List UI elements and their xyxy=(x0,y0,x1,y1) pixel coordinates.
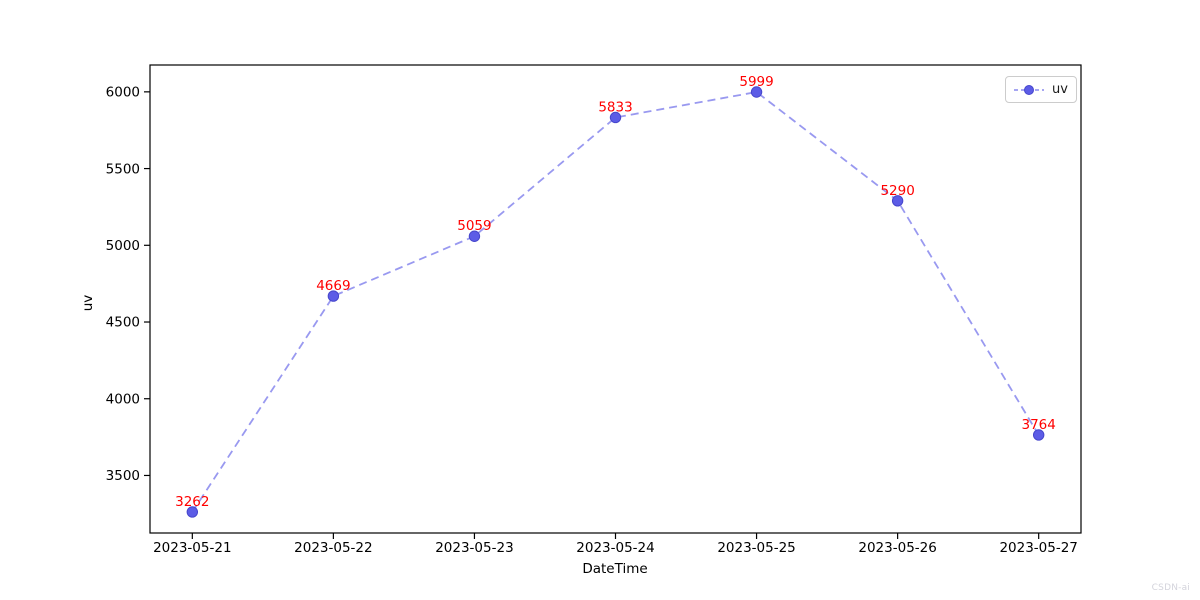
x-axis-label: DateTime xyxy=(582,561,648,577)
y-tick-label: 4000 xyxy=(106,391,140,407)
y-tick-label: 5500 xyxy=(106,161,140,177)
watermark: CSDN-ai xyxy=(1151,583,1190,593)
y-tick-label: 4500 xyxy=(106,315,140,331)
series-line-uv xyxy=(191,91,1040,513)
data-point-value-label: 5833 xyxy=(598,99,632,115)
legend-entry-uv: uv xyxy=(1052,82,1068,97)
legend-line-marker-icon xyxy=(1014,84,1044,95)
x-tick-label: 2023-05-22 xyxy=(294,540,372,556)
data-point-value-label: 5999 xyxy=(739,74,773,90)
data-point-value-label: 4669 xyxy=(316,278,350,294)
legend: uv xyxy=(1005,76,1077,103)
x-tick-label: 2023-05-23 xyxy=(435,540,513,556)
data-point-marker xyxy=(891,195,904,207)
data-point-marker xyxy=(1032,429,1045,441)
x-tick-label: 2023-05-27 xyxy=(999,540,1077,556)
y-tick-label: 5000 xyxy=(106,238,140,254)
data-point-value-label: 5059 xyxy=(457,218,491,234)
y-axis-label: uv xyxy=(80,294,96,312)
data-point-marker xyxy=(468,230,481,242)
data-point-marker xyxy=(609,111,622,124)
x-tick-label: 2023-05-21 xyxy=(153,540,231,556)
data-point-marker xyxy=(750,86,763,98)
plot-border xyxy=(149,64,1082,534)
y-tick-label: 3500 xyxy=(106,468,140,484)
x-tick-label: 2023-05-26 xyxy=(858,540,936,556)
data-point-marker xyxy=(327,290,340,302)
data-point-value-label: 5290 xyxy=(880,183,914,199)
data-point-value-label: 3764 xyxy=(1022,417,1056,433)
data-point-value-label: 3262 xyxy=(175,494,209,510)
data-point-marker xyxy=(186,506,199,518)
x-tick-label: 2023-05-24 xyxy=(576,540,654,556)
x-tick-label: 2023-05-25 xyxy=(717,540,795,556)
y-tick-label: 6000 xyxy=(106,85,140,101)
